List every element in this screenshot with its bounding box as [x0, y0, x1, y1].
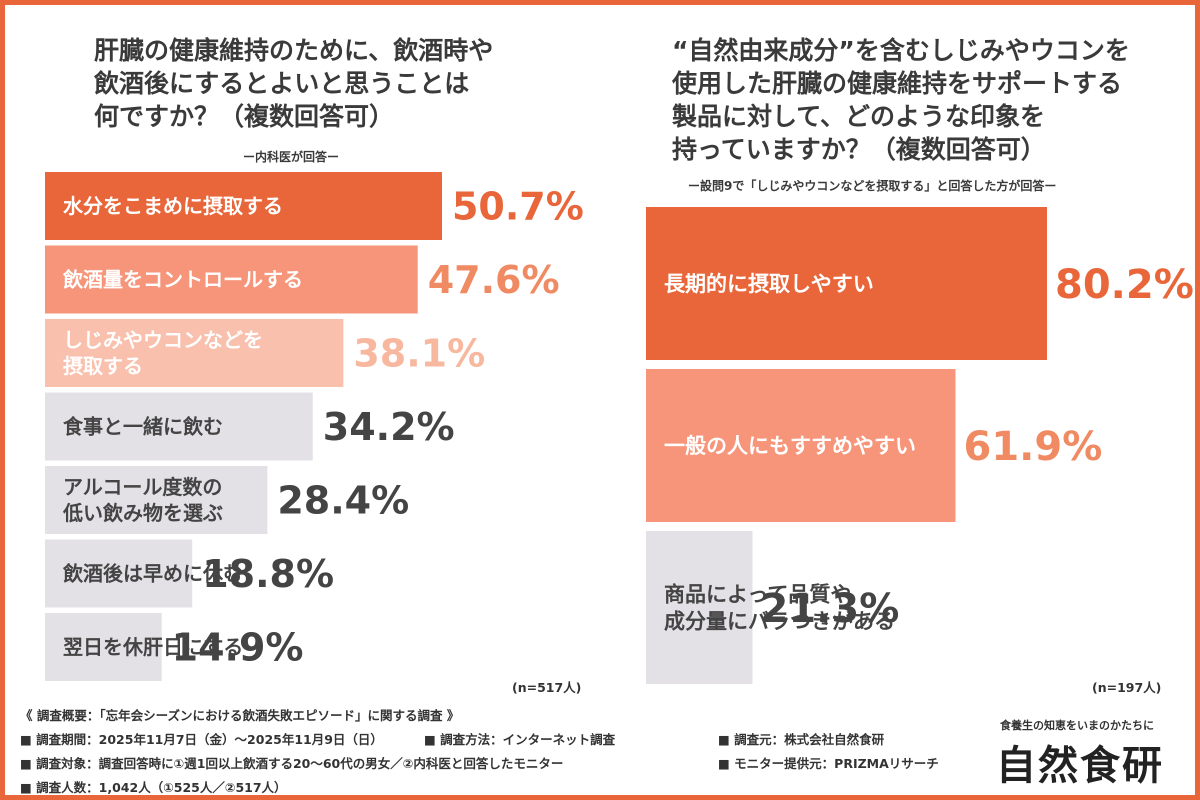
right-chart-subtitle: ー設問9で「しじみやウコンなどを摂取する」と回答した方が回答ー [688, 179, 1057, 193]
right-bar-1 [646, 369, 956, 522]
survey-overview-heading: 《 調査概要：「忘年会シーズンにおける飲酒失敗エピソード」に関する調査 》 [20, 708, 460, 723]
left-bar-3 [45, 392, 313, 461]
brand-tagline: 食養生の知恵をいまのかたちに [1000, 719, 1154, 732]
right-sample-size: (n=197人) [1092, 680, 1162, 695]
right-value-label-0: 80.2% [1055, 262, 1194, 308]
left-chart-title: 肝臓の健康維持のために、飲酒時や 飲酒後にするとよいと思うことは 何ですか？（複… [94, 36, 494, 131]
survey-respondents: ■ 調査人数：1,042人（①525人／②517人） [20, 780, 287, 795]
left-category-label-5: 飲酒後は早めに休む [62, 562, 243, 586]
right-category-label-1: 一般の人にもすすめやすい [664, 434, 916, 458]
left-value-label-6: 14.9% [172, 626, 304, 670]
monitor-provider: ■ モニター提供元：PRIZMAリサーチ [718, 756, 939, 771]
right-category-label-0: 長期的に摂取しやすい [664, 272, 874, 296]
left-value-label-0: 50.7% [452, 185, 584, 229]
right-bar-2 [646, 531, 753, 684]
left-bar-6 [45, 613, 162, 681]
left-bar-1 [45, 245, 418, 314]
right-chart-title: “自然由来成分”を含むしじみやウコンを 使用した肝臓の健康維持をサポートする 製… [672, 36, 1130, 164]
left-value-label-5: 18.8% [202, 552, 334, 596]
survey-period: ■ 調査期間：2025年11月7日（金）〜2025年11月9日（日） [20, 732, 383, 747]
left-category-label-6: 翌日を休肝日にする [63, 635, 243, 659]
left-bar-4 [45, 466, 268, 534]
right-category-label-2: 商品によって品質や成分量にバラつきがある [664, 582, 895, 633]
left-chart-subtitle: ー内科医が回答ー [243, 150, 340, 164]
left-value-label-3: 34.2% [323, 405, 455, 449]
left-bar-0 [45, 172, 442, 240]
left-category-label-3: 食事と一緒に飲む [63, 415, 223, 439]
survey-method: ■ 調査方法：インターネット調査 [424, 732, 616, 747]
left-category-label-1: 飲酒量をコントロールする [62, 268, 303, 292]
brand-logo: 自然食研 [996, 743, 1164, 789]
right-value-label-2: 21.3% [761, 586, 900, 632]
right-bar-0 [646, 207, 1047, 360]
left-value-label-4: 28.4% [277, 479, 409, 523]
left-value-label-2: 38.1% [353, 332, 485, 376]
left-value-label-1: 47.6% [428, 258, 560, 302]
left-category-label-0: 水分をこまめに摂取する [63, 194, 283, 218]
right-value-label-1: 61.9% [964, 424, 1103, 470]
left-bar-5 [45, 539, 193, 608]
left-category-label-2: しじみやウコンなどを摂取する [63, 328, 263, 378]
survey-target: ■ 調査対象：調査回答時に①週1回以上飲酒する20〜60代の男女／②内科医と回答… [20, 756, 564, 771]
left-category-label-4: アルコール度数の低い飲み物を選ぶ [62, 475, 223, 525]
survey-source: ■ 調査元：株式会社自然食研 [718, 732, 885, 747]
left-sample-size: (n=517人) [512, 680, 582, 695]
left-bar-2 [45, 319, 344, 387]
